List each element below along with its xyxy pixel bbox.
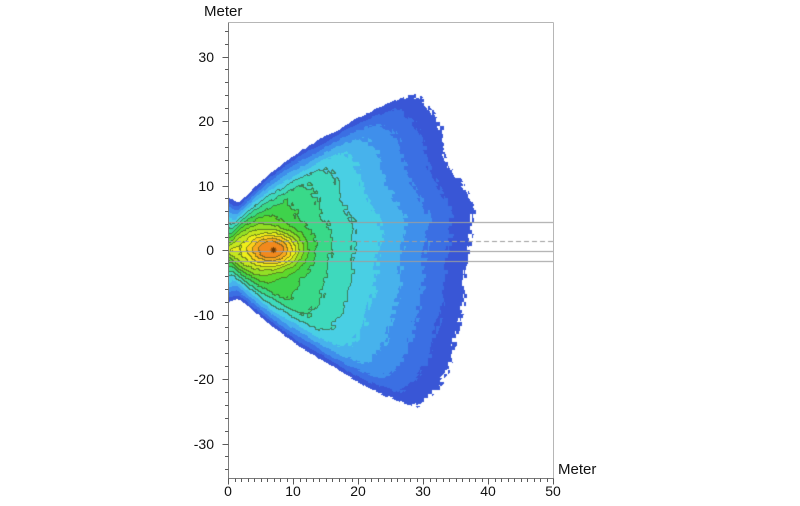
x-tick-label: 0: [224, 483, 232, 499]
y-tick-label: 0: [206, 242, 214, 258]
x-tick-label: 10: [285, 483, 301, 499]
y-tick-label: 30: [198, 48, 214, 65]
y-axis-title: Meter: [204, 3, 243, 20]
y-tick-label: -30: [193, 435, 214, 452]
y-tick-label: 20: [198, 113, 214, 129]
x-tick-label: 20: [350, 483, 366, 499]
y-tick-label: -10: [193, 306, 214, 323]
x-axis-title: Meter: [558, 461, 597, 478]
contour-plot-canvas: [228, 22, 553, 478]
x-tick-label: 50: [545, 483, 561, 499]
x-tick-label: 40: [480, 483, 496, 499]
x-tick-label: 30: [415, 483, 431, 499]
y-tick-label: 10: [198, 177, 214, 194]
y-tick-label: -20: [193, 371, 214, 387]
